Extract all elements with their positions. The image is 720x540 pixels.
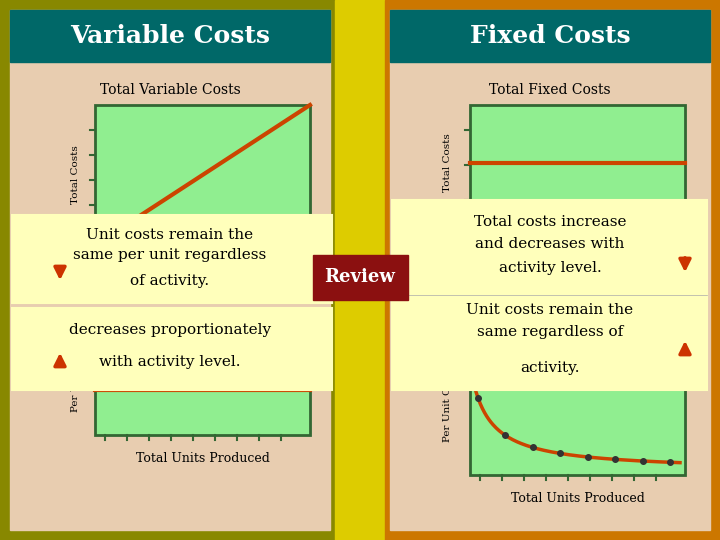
Text: Total Costs: Total Costs [71, 146, 79, 204]
Bar [95, 105, 310, 245]
Text: and decreases with: and decreases with [475, 237, 625, 251]
Text: activity.: activity. [521, 361, 580, 375]
Bar [470, 355, 685, 475]
Text: Variable Costs: Variable Costs [70, 24, 270, 48]
Text: Total Units Produced: Total Units Produced [510, 491, 644, 504]
Text: Per Unit C: Per Unit C [444, 388, 452, 442]
Bar [10, 10, 330, 62]
Bar [95, 335, 310, 435]
Bar [470, 105, 685, 220]
Text: Unit costs remain the: Unit costs remain the [86, 228, 253, 242]
Bar [12, 308, 332, 390]
Text: of activity.: of activity. [130, 274, 210, 288]
Text: Total costs increase: Total costs increase [474, 215, 626, 229]
Text: Review: Review [325, 268, 395, 287]
Text: Total Costs: Total Costs [444, 133, 452, 192]
Bar [95, 335, 310, 435]
Bar [392, 200, 707, 390]
Text: Per Unit C: Per Unit C [71, 357, 79, 413]
Bar [0, 0, 360, 540]
Text: Total Fixed Costs: Total Fixed Costs [489, 83, 611, 97]
Bar [312, 255, 408, 300]
Bar [385, 0, 720, 540]
Text: same per unit regardless: same per unit regardless [73, 248, 266, 262]
Bar [95, 105, 310, 245]
Text: with activity level.: with activity level. [99, 355, 240, 369]
Text: decreases proportionately: decreases proportionately [69, 323, 271, 337]
Bar [470, 105, 685, 220]
Bar [12, 215, 332, 303]
Text: Unit costs remain the: Unit costs remain the [467, 303, 634, 317]
Bar [335, 0, 385, 540]
Text: Fixed Costs: Fixed Costs [469, 24, 630, 48]
Text: Total Units Produced: Total Units Produced [135, 451, 269, 464]
Bar [390, 10, 710, 530]
Text: same regardless of: same regardless of [477, 325, 623, 339]
Bar [10, 10, 330, 530]
Bar [470, 355, 685, 475]
Text: activity level.: activity level. [499, 261, 601, 275]
Text: Total Variable Costs: Total Variable Costs [99, 83, 240, 97]
Bar [390, 10, 710, 62]
